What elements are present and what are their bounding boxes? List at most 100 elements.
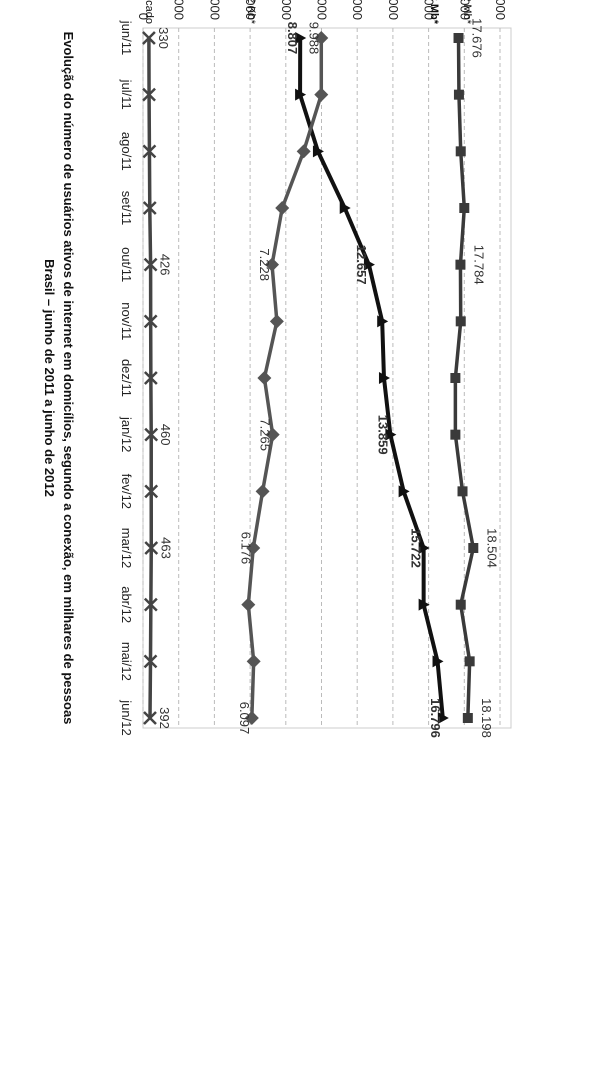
series-layer: 17.676 17.784 18.504 18.198 8.807 12.657 13.85… xyxy=(142,18,499,738)
data-label: 7.265 xyxy=(258,418,273,451)
data-label: 9.988 xyxy=(306,22,321,55)
data-point xyxy=(432,655,444,668)
data-point xyxy=(275,201,290,215)
y-tick-label: 14.000 xyxy=(386,0,401,20)
chart-subtitle: Brasil – junho de 2011 a junho de 2012 xyxy=(42,259,57,497)
x-tick-label: ago/11 xyxy=(119,132,134,171)
data-label: 18.198 xyxy=(479,698,494,738)
x-tick-label: jun/12 xyxy=(119,699,134,735)
data-point xyxy=(453,89,464,100)
legend-entry: até 512 Kb* xyxy=(245,0,257,25)
legend: 512 Kb a 2 Mb* acima de 2 Mb* até 512 Kb* n… xyxy=(143,0,473,25)
data-point xyxy=(455,599,466,610)
data-label: 426 xyxy=(158,254,173,276)
data-label: 15.722 xyxy=(409,528,424,568)
chart-title: Evolução do número de usuários ativos de… xyxy=(61,32,76,725)
data-point xyxy=(265,427,280,442)
x-tick-label: abr/12 xyxy=(119,586,134,623)
data-point xyxy=(450,429,461,440)
x-tick-label: jun/11 xyxy=(119,20,134,55)
data-point xyxy=(459,203,470,213)
x-tick-label: set/11 xyxy=(119,191,134,225)
data-point xyxy=(246,654,261,669)
y-tick-label: 18.000 xyxy=(457,0,472,20)
data-point xyxy=(269,314,284,329)
data-point xyxy=(450,373,461,383)
data-label: 7.228 xyxy=(257,248,272,281)
data-point xyxy=(462,713,473,723)
data-point xyxy=(143,711,157,725)
legend-entry: 512 Kb a 2 Mb* xyxy=(461,0,473,25)
y-tick-label: 8.000 xyxy=(279,0,294,20)
x-tick-label: mar/12 xyxy=(119,528,134,568)
x-tick-label: nov/11 xyxy=(119,302,134,340)
data-point xyxy=(142,144,157,159)
legend-entry: acima de 2 Mb* xyxy=(428,0,440,25)
data-label: 460 xyxy=(158,424,173,446)
data-point xyxy=(142,201,157,215)
legend-entry: não identificado xyxy=(143,0,155,24)
data-point xyxy=(257,371,272,385)
data-point xyxy=(143,597,158,612)
gridlines xyxy=(142,28,501,728)
series-3: 330 426 460 463 392 xyxy=(142,27,173,729)
rotated-chart-group: 17.676 17.784 18.504 18.198 8.807 12.657 13.85… xyxy=(42,0,512,738)
y-tick-label: 2.000 xyxy=(172,0,187,20)
data-label: 17.676 xyxy=(470,18,485,58)
data-point xyxy=(377,315,389,328)
y-tick-label: 4.000 xyxy=(207,0,222,20)
data-label: 17.784 xyxy=(471,245,486,285)
data-label: 392 xyxy=(157,707,172,729)
data-point xyxy=(241,597,256,612)
data-label: 8.807 xyxy=(285,22,300,55)
y-tick-label: 20.000 xyxy=(493,0,508,20)
data-point xyxy=(437,712,449,724)
data-point xyxy=(457,486,468,497)
data-point xyxy=(363,258,375,271)
y-tick-label: 0 xyxy=(136,13,151,20)
y-tick-label: 6.000 xyxy=(243,0,258,20)
data-point xyxy=(464,656,475,667)
x-tick-label: out/11 xyxy=(119,247,134,282)
data-point xyxy=(142,87,156,102)
data-point xyxy=(244,711,259,725)
data-label: 6.176 xyxy=(238,532,253,565)
value-axis: 0 2.000 4.000 6.000 8.000 10.000 12.000 14.000 1… xyxy=(136,0,508,20)
x-tick-label: jul/11 xyxy=(119,79,134,110)
data-point xyxy=(295,88,307,101)
data-point xyxy=(312,145,324,158)
y-tick-label: 12.000 xyxy=(350,0,365,20)
x-tick-label: mai/12 xyxy=(119,642,134,681)
data-point xyxy=(468,543,479,553)
data-point xyxy=(296,144,311,159)
data-point xyxy=(295,32,307,44)
data-point xyxy=(143,257,158,272)
category-axis: jun/11 jul/11 ago/11 set/11 out/11 nov/11 dez/… xyxy=(119,20,134,736)
data-label: 463 xyxy=(158,537,173,559)
data-point xyxy=(143,314,158,329)
data-point xyxy=(418,542,430,554)
series-1: 8.807 12.657 13.859 15.722 16.796 xyxy=(285,22,449,738)
data-point xyxy=(398,485,410,498)
data-point xyxy=(255,484,270,499)
x-tick-label: dez/11 xyxy=(119,359,134,397)
data-point xyxy=(142,31,156,45)
x-tick-label: fev/12 xyxy=(119,474,134,509)
series-2: 9.988 7.228 7.265 6.176 6.097 xyxy=(237,22,329,735)
data-point xyxy=(418,598,430,611)
data-label: 6.097 xyxy=(237,702,252,735)
data-label: 18.504 xyxy=(484,528,499,568)
y-tick-label: 16.000 xyxy=(422,0,437,20)
y-tick-label: 10.000 xyxy=(315,0,330,20)
data-point xyxy=(314,87,329,102)
data-point xyxy=(455,146,466,157)
data-point xyxy=(385,428,397,441)
data-point xyxy=(455,316,466,327)
data-point xyxy=(246,541,261,555)
data-point xyxy=(265,257,280,272)
data-point xyxy=(455,259,466,270)
data-point xyxy=(143,371,158,385)
data-label: 330 xyxy=(156,27,171,49)
data-point xyxy=(378,372,390,384)
